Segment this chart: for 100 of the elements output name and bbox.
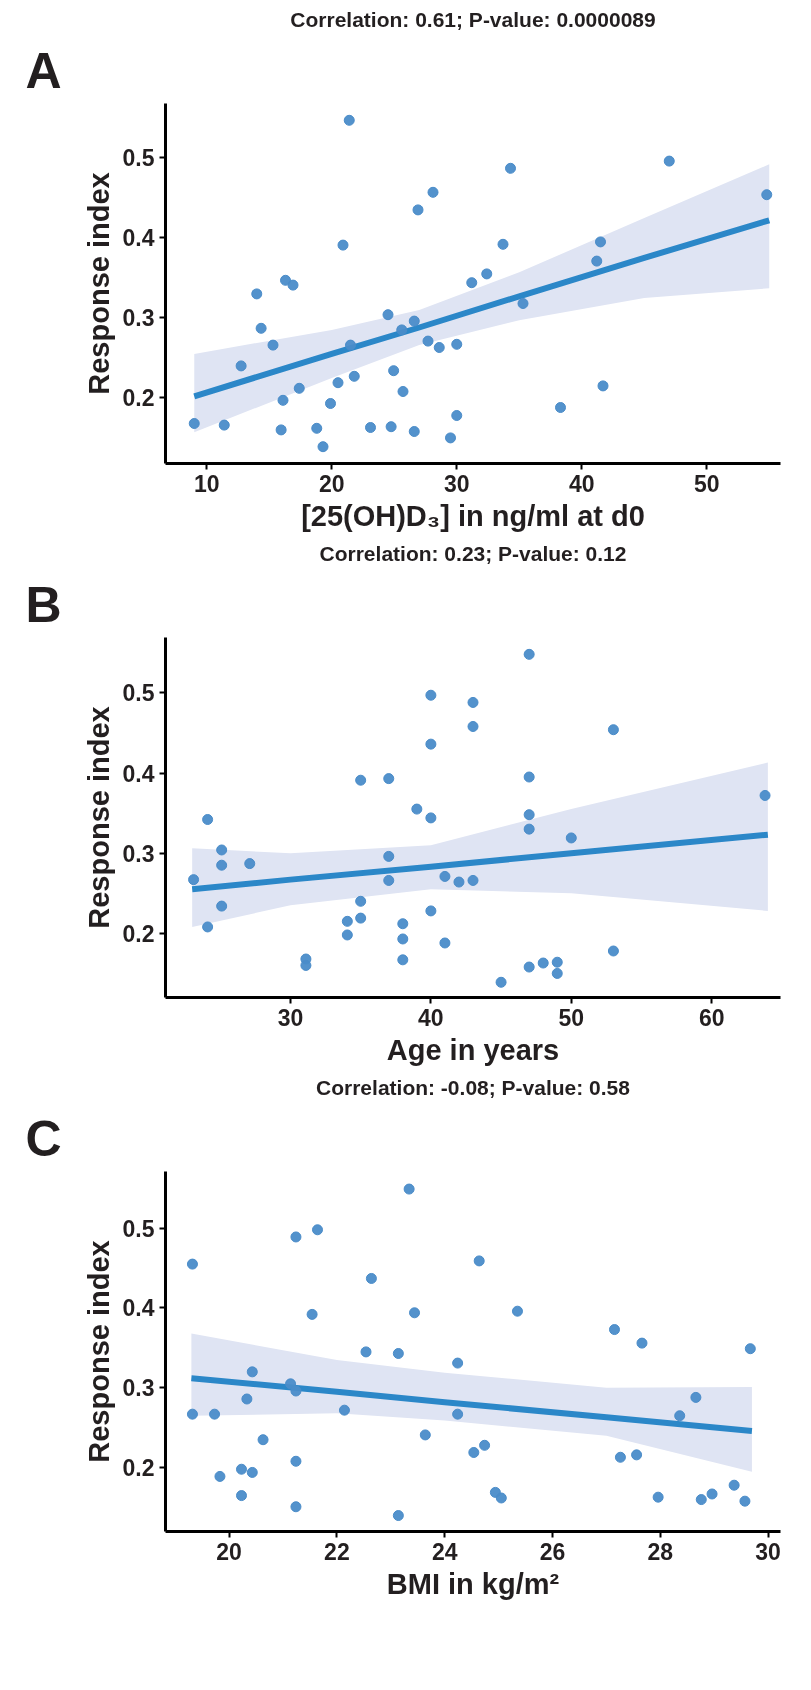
point — [451, 338, 463, 350]
x-tick-label: 50 — [558, 1004, 585, 1031]
point — [565, 832, 577, 844]
x-tick-label: 40 — [418, 1004, 444, 1031]
point — [257, 1434, 269, 1446]
point — [728, 1479, 740, 1491]
x-axis-title: BMI in kg/m² — [386, 1567, 560, 1600]
point — [244, 858, 256, 870]
point — [290, 1385, 302, 1397]
x-tick-label: 40 — [568, 470, 595, 497]
x-axis-title: Age in years — [386, 1033, 560, 1066]
point — [706, 1488, 718, 1500]
text: C — [25, 1110, 62, 1167]
point — [445, 432, 456, 444]
point — [551, 967, 563, 979]
text: A — [25, 42, 62, 99]
point — [759, 789, 771, 801]
point — [216, 900, 228, 912]
point — [275, 424, 287, 436]
x-tick-label: 10 — [193, 470, 220, 497]
point — [425, 905, 437, 917]
point — [397, 918, 409, 930]
point — [382, 309, 394, 321]
point — [591, 255, 603, 267]
y-axis-title: Response index — [82, 172, 115, 395]
point — [505, 162, 516, 174]
point — [425, 738, 437, 750]
y-tick-label: 0.5 — [122, 145, 155, 172]
point — [383, 850, 395, 862]
point — [311, 422, 323, 434]
point — [403, 1183, 415, 1195]
point — [397, 386, 409, 397]
point — [287, 279, 299, 291]
point — [397, 933, 409, 945]
x-tick-label: 30 — [443, 470, 470, 497]
point — [355, 912, 367, 924]
point — [452, 1357, 464, 1369]
x-tick-label: 60 — [698, 1004, 725, 1031]
point — [280, 274, 291, 286]
point — [607, 945, 619, 957]
x-tick-label: 24 — [431, 1538, 458, 1565]
point — [744, 1343, 756, 1355]
point — [290, 1501, 302, 1513]
point — [285, 1378, 297, 1390]
point — [523, 771, 535, 783]
point — [473, 1255, 485, 1267]
point — [209, 1408, 221, 1420]
point — [433, 342, 445, 353]
y-tick-label: 0.3 — [122, 840, 155, 867]
point — [652, 1491, 664, 1503]
point — [674, 1410, 686, 1422]
point — [408, 426, 420, 437]
point — [325, 398, 336, 409]
point — [306, 1308, 318, 1320]
text: B — [25, 576, 62, 633]
point — [479, 1439, 491, 1451]
point — [383, 773, 395, 785]
point — [551, 956, 563, 968]
point — [355, 774, 367, 786]
point — [425, 812, 437, 824]
x-tick-label: 50 — [693, 470, 720, 497]
point — [690, 1391, 702, 1403]
point — [636, 1337, 648, 1349]
point — [290, 1455, 302, 1467]
point — [761, 189, 773, 201]
point — [218, 419, 230, 431]
y-tick-label: 0.5 — [122, 1215, 155, 1242]
y-tick-label: 0.2 — [122, 920, 155, 947]
point — [202, 814, 214, 825]
point — [312, 1224, 323, 1236]
point — [236, 1490, 247, 1502]
point — [267, 339, 279, 351]
point — [392, 1510, 404, 1522]
point — [360, 1346, 372, 1358]
chart-title: Correlation: 0.61; P-value: 0.0000089 — [290, 7, 656, 31]
point — [555, 402, 566, 413]
point — [202, 921, 214, 933]
point — [409, 1307, 421, 1319]
point — [236, 1463, 247, 1475]
point — [277, 394, 289, 406]
point — [523, 809, 535, 821]
point — [345, 339, 356, 351]
point — [216, 844, 228, 856]
point — [332, 377, 344, 389]
y-axis-title: Response index — [82, 706, 115, 929]
point — [517, 298, 529, 309]
point — [597, 380, 609, 392]
point — [497, 238, 509, 250]
point — [397, 954, 409, 966]
point — [300, 959, 312, 971]
point — [511, 1305, 523, 1317]
y-tick-label: 0.2 — [122, 1455, 155, 1482]
point — [365, 422, 376, 433]
point — [385, 421, 397, 433]
point — [186, 1258, 198, 1270]
point — [495, 976, 507, 988]
chart-title: Correlation: -0.08; P-value: 0.58 — [316, 1075, 631, 1099]
point — [481, 268, 493, 280]
point — [186, 1408, 198, 1420]
point — [341, 929, 353, 941]
